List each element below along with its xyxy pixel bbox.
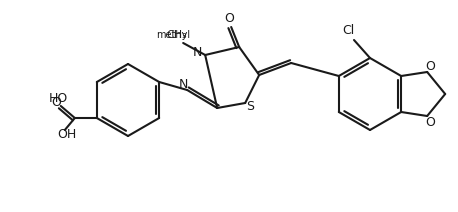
Text: O: O [425, 60, 435, 73]
Text: O: O [425, 116, 435, 128]
Text: N: N [179, 78, 188, 92]
Text: methyl: methyl [156, 30, 190, 40]
Text: HO: HO [49, 92, 68, 105]
Text: Cl: Cl [342, 24, 354, 36]
Text: OH: OH [57, 127, 76, 141]
Text: O: O [224, 13, 234, 25]
Text: CH₃: CH₃ [167, 30, 188, 40]
Text: N: N [192, 46, 202, 60]
Text: S: S [246, 100, 254, 113]
Text: O: O [51, 95, 61, 109]
